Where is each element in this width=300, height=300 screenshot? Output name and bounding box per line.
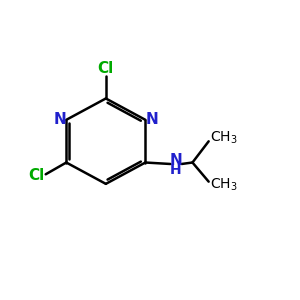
Text: N: N <box>53 112 66 127</box>
Text: Cl: Cl <box>98 61 114 76</box>
Text: Cl: Cl <box>28 168 44 183</box>
Text: CH$_3$: CH$_3$ <box>210 130 238 146</box>
Text: N: N <box>146 112 158 127</box>
Text: H: H <box>170 164 182 178</box>
Text: N: N <box>169 153 182 168</box>
Text: CH$_3$: CH$_3$ <box>210 177 238 194</box>
